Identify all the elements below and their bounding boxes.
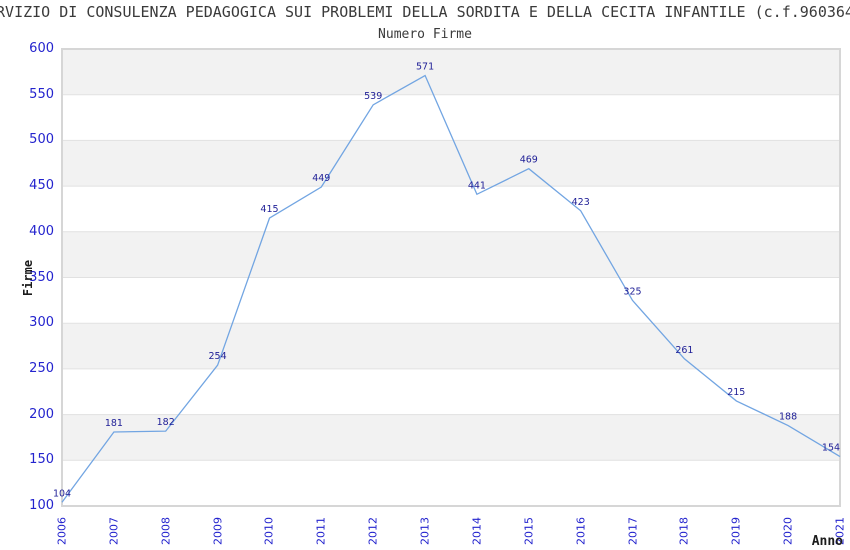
chart-subtitle: Numero Firme (378, 27, 472, 42)
plot-band (62, 277, 840, 324)
plot-band (62, 323, 840, 369)
x-axis-tick-label: 2015 (522, 517, 536, 545)
x-axis-title: Anno (811, 534, 843, 549)
data-point-label: 571 (416, 62, 434, 73)
plot-band (62, 49, 840, 95)
y-axis-tick-label: 550 (29, 86, 54, 102)
y-axis-title: Firme (21, 259, 35, 297)
y-axis-tick-label: 250 (29, 360, 54, 376)
x-axis-tick-label: 2006 (55, 517, 69, 545)
y-axis-tick-label: 400 (29, 223, 54, 239)
y-axis-tick-label: 500 (29, 132, 54, 148)
y-axis-tick-label: 300 (29, 315, 54, 331)
plot-band (62, 460, 840, 506)
x-axis-tick-label: 2016 (574, 517, 588, 545)
y-axis-tick-label: 600 (29, 41, 54, 56)
data-point-label: 154 (822, 443, 840, 454)
data-point-label: 261 (675, 345, 693, 356)
x-axis-tick-label: 2008 (159, 517, 173, 545)
x-axis-tick-label: 2020 (781, 517, 795, 545)
data-point-label: 254 (209, 351, 227, 362)
data-point-label: 449 (312, 173, 330, 184)
plot-band (62, 140, 840, 187)
data-point-label: 423 (572, 197, 590, 208)
y-axis-tick-label: 450 (29, 178, 54, 194)
line-chart-plot-area: 104 181 182 254 415 449 539 571 441 469 423 325 261 2… (53, 48, 841, 507)
data-point-label: 104 (53, 488, 71, 499)
data-point-label: 469 (520, 155, 538, 166)
plot-band (62, 186, 840, 232)
x-axis-tick-label: 2013 (418, 517, 432, 545)
data-point-label: 415 (260, 204, 278, 215)
data-line (61, 74, 841, 503)
data-point-label: 539 (364, 91, 382, 102)
data-point-label: 182 (157, 417, 175, 428)
plot-border (61, 48, 841, 507)
x-axis-tick-label: 2019 (729, 517, 743, 545)
x-axis-tick-label: 2017 (626, 517, 640, 545)
x-axis-tick-label: 2009 (211, 517, 225, 545)
y-axis-tick-label: 350 (29, 269, 54, 285)
y-axis-tick-label: 150 (29, 452, 54, 468)
data-point-label: 215 (727, 387, 745, 398)
data-point-label: 188 (779, 412, 797, 423)
plot-band (62, 368, 840, 415)
data-point-label: 325 (623, 286, 641, 297)
data-point-label: 441 (468, 180, 486, 191)
plot-band (62, 231, 840, 278)
y-axis-tick-label: 100 (29, 498, 54, 513)
x-axis-tick-label: 2018 (677, 517, 691, 545)
plot-band (62, 94, 840, 141)
plot-band (62, 414, 840, 461)
x-axis-tick-label: 2011 (314, 517, 328, 545)
x-axis-tick-label: 2007 (107, 517, 121, 545)
data-point-label: 181 (105, 418, 123, 429)
y-axis-tick-label: 200 (29, 406, 54, 422)
x-axis-tick-label: 2014 (470, 517, 484, 545)
x-axis-tick-label: 2010 (262, 517, 276, 545)
chart-title: RVIZIO DI CONSULENZA PEDAGOGICA SUI PROB… (0, 3, 850, 21)
x-axis-tick-label: 2012 (366, 517, 380, 545)
